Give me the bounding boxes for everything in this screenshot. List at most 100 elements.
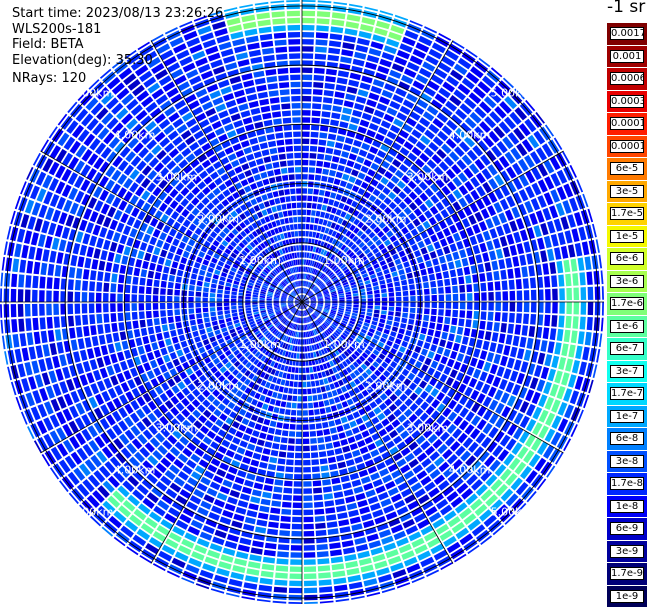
range-bin (531, 167, 542, 181)
range-bin (208, 414, 218, 423)
range-bin (365, 368, 373, 376)
range-bin (232, 284, 239, 289)
range-bin (243, 210, 251, 218)
range-bin (177, 424, 187, 434)
range-bin (376, 182, 385, 191)
range-bin (169, 368, 178, 377)
range-bin (336, 135, 345, 143)
range-bin (56, 411, 67, 425)
range-bin (320, 118, 330, 125)
range-bin (304, 580, 317, 587)
range-bin (446, 423, 457, 434)
range-bin (530, 198, 541, 211)
range-bin (417, 370, 426, 379)
range-bin (158, 119, 171, 130)
range-bin (57, 113, 68, 126)
range-bin (340, 277, 347, 282)
range-bin (281, 225, 287, 232)
range-bin (400, 464, 411, 474)
range-bin (336, 403, 343, 410)
range-bin (117, 303, 123, 312)
range-bin (234, 216, 242, 224)
range-bin (206, 487, 218, 497)
range-bin (519, 430, 530, 444)
range-bin (235, 149, 245, 158)
range-bin (305, 310, 308, 316)
range-bin (128, 339, 136, 348)
range-bin (266, 322, 272, 328)
range-bin (540, 366, 550, 380)
range-bin (358, 557, 372, 566)
range-bin (260, 326, 267, 332)
range-bin (322, 312, 328, 316)
range-bin (354, 456, 364, 464)
range-bin (400, 447, 411, 457)
range-bin (325, 370, 330, 377)
range-bin (357, 212, 364, 220)
range-bin (480, 154, 491, 166)
range-bin (25, 275, 32, 288)
range-bin (207, 404, 216, 413)
range-bin (212, 66, 226, 75)
range-bin (155, 94, 168, 106)
range-bin (325, 406, 332, 413)
range-bin (227, 274, 234, 280)
range-bin (313, 402, 319, 408)
range-bin (173, 476, 185, 487)
range-bin (222, 509, 234, 519)
range-bin (267, 170, 275, 177)
range-bin (170, 177, 180, 187)
range-bin (153, 367, 162, 377)
range-bin (274, 429, 282, 436)
range-bin (316, 279, 321, 285)
range-bin (164, 172, 175, 182)
range-bin (505, 438, 517, 451)
range-bin (191, 399, 201, 408)
range-bin (260, 336, 266, 343)
range-bin (369, 222, 377, 230)
range-bin (58, 212, 68, 225)
range-bin (328, 420, 336, 427)
range-bin (354, 103, 365, 111)
range-bin (313, 312, 318, 317)
range-bin (302, 353, 305, 359)
range-bin (241, 596, 255, 601)
range-bin (374, 560, 388, 570)
range-bin (166, 570, 180, 578)
range-bin (546, 465, 556, 478)
range-bin (206, 447, 216, 456)
range-bin (458, 172, 468, 183)
range-bin (396, 302, 402, 307)
range-bin (314, 312, 319, 317)
range-bin (370, 547, 384, 556)
range-bin (164, 106, 176, 117)
range-bin (335, 209, 342, 216)
range-bin (186, 501, 198, 511)
range-bin (325, 75, 336, 83)
range-bin (165, 452, 176, 463)
range-bin (367, 298, 374, 302)
range-bin (487, 205, 497, 217)
range-bin (317, 280, 322, 286)
range-bin (24, 230, 33, 244)
range-bin (452, 428, 463, 439)
range-bin (231, 309, 238, 314)
range-bin (218, 319, 225, 325)
range-bin (93, 346, 102, 358)
range-bin (581, 241, 590, 256)
range-bin (456, 159, 467, 170)
range-bin (223, 294, 230, 299)
range-bin (67, 172, 78, 186)
range-bin (455, 445, 466, 457)
range-bin (289, 566, 302, 572)
range-bin (302, 10, 316, 17)
range-bin (502, 136, 514, 150)
range-bin (163, 124, 175, 135)
range-bin (318, 572, 331, 579)
range-bin (303, 302, 310, 304)
range-bin (89, 314, 96, 325)
range-bin (274, 579, 288, 586)
range-bin (431, 294, 437, 301)
range-bin (141, 404, 152, 415)
